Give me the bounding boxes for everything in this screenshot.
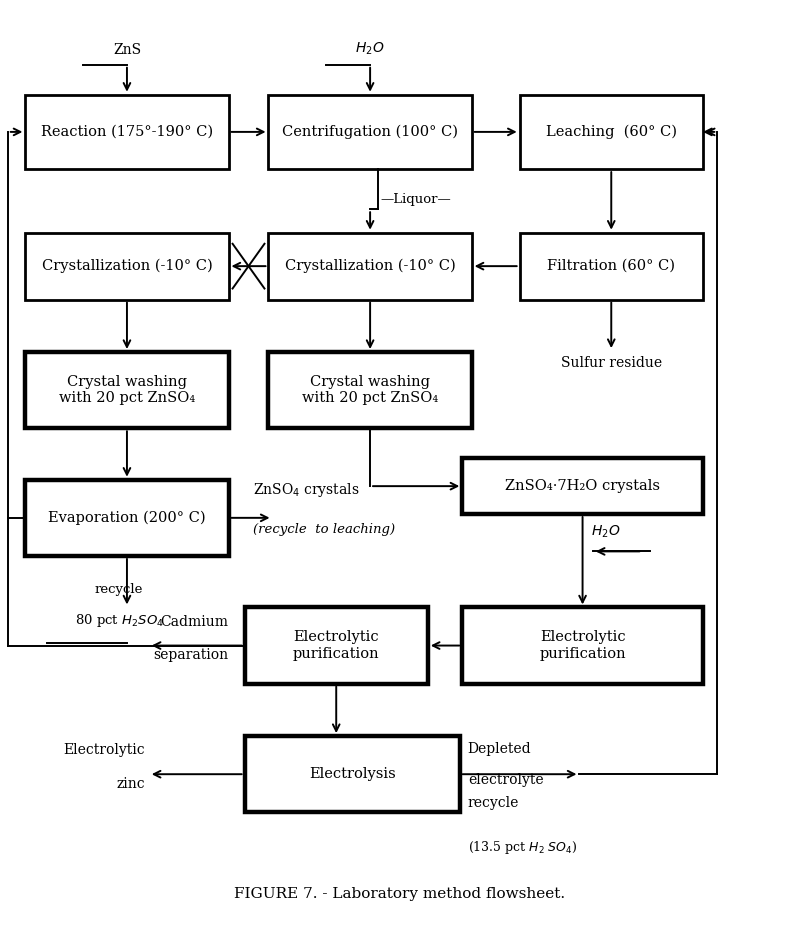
Text: $H_2O$: $H_2O$ — [590, 524, 620, 540]
Text: Sulfur residue: Sulfur residue — [561, 355, 662, 369]
Text: zinc: zinc — [116, 777, 145, 791]
Bar — [519, 233, 703, 300]
Text: Crystallization (-10° C): Crystallization (-10° C) — [285, 259, 455, 273]
Bar — [26, 233, 229, 300]
Text: Evaporation (200° C): Evaporation (200° C) — [48, 511, 206, 525]
Text: Crystal washing
with 20 pct ZnSO₄: Crystal washing with 20 pct ZnSO₄ — [302, 375, 438, 405]
Text: recycle: recycle — [94, 583, 143, 597]
Text: Depleted: Depleted — [468, 741, 531, 755]
Text: Leaching  (60° C): Leaching (60° C) — [546, 124, 677, 139]
Bar — [26, 480, 229, 556]
Text: (recycle  to leaching): (recycle to leaching) — [253, 523, 394, 536]
Bar — [462, 608, 703, 683]
Text: Crystal washing
with 20 pct ZnSO₄: Crystal washing with 20 pct ZnSO₄ — [59, 375, 195, 405]
Text: FIGURE 7. - Laboratory method flowsheet.: FIGURE 7. - Laboratory method flowsheet. — [234, 887, 566, 901]
Bar — [462, 458, 703, 514]
Bar — [269, 94, 472, 169]
Text: Electrolytic
purification: Electrolytic purification — [539, 630, 626, 661]
Text: Crystallization (-10° C): Crystallization (-10° C) — [42, 259, 212, 273]
Bar — [26, 94, 229, 169]
Text: —Liquor—: —Liquor— — [381, 194, 451, 207]
Text: Electrolytic: Electrolytic — [63, 743, 145, 757]
Text: Cadmium: Cadmium — [161, 615, 229, 628]
Text: Filtration (60° C): Filtration (60° C) — [547, 259, 675, 273]
Text: separation: separation — [154, 648, 229, 662]
Bar — [245, 736, 460, 813]
Bar — [269, 233, 472, 300]
Text: Centrifugation (100° C): Centrifugation (100° C) — [282, 124, 458, 139]
Text: Reaction (175°-190° C): Reaction (175°-190° C) — [41, 125, 213, 139]
Text: 80 pct $H_2SO_4$: 80 pct $H_2SO_4$ — [74, 612, 163, 629]
Text: recycle: recycle — [468, 796, 519, 810]
Text: ZnSO₄·7H₂O crystals: ZnSO₄·7H₂O crystals — [505, 479, 660, 493]
Bar — [26, 352, 229, 428]
Text: Electrolysis: Electrolysis — [309, 768, 395, 782]
Text: Electrolytic
purification: Electrolytic purification — [293, 630, 379, 661]
Bar — [245, 608, 428, 683]
Text: $H_2O$: $H_2O$ — [355, 41, 385, 57]
Text: ZnS: ZnS — [113, 43, 141, 57]
Bar — [269, 352, 472, 428]
Text: electrolyte: electrolyte — [468, 773, 543, 787]
Bar — [519, 94, 703, 169]
Text: ZnSO$_4$ crystals: ZnSO$_4$ crystals — [253, 482, 359, 499]
Text: (13.5 pct $H_2$ $SO_4$): (13.5 pct $H_2$ $SO_4$) — [468, 840, 578, 856]
